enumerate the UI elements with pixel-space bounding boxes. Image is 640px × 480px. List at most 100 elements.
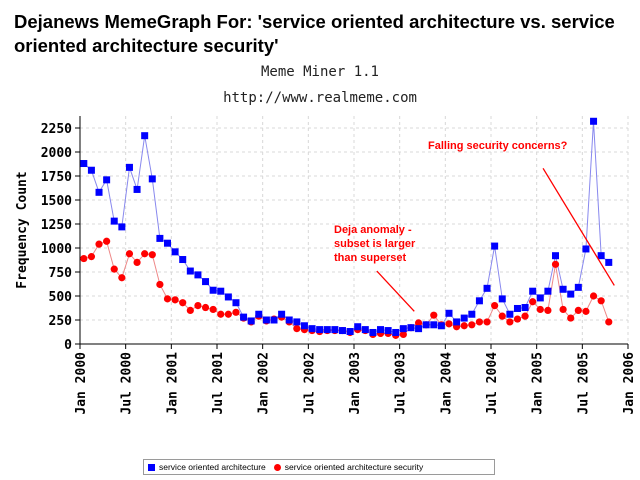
data-point-circle	[536, 305, 544, 314]
square-marker-icon	[148, 463, 155, 471]
data-point-circle	[589, 292, 598, 300]
annotation-text: Falling security concerns?	[428, 140, 568, 152]
data-point-square	[354, 323, 362, 331]
data-point-square	[141, 132, 149, 140]
data-point-square	[80, 160, 88, 168]
circle-marker-icon	[273, 463, 281, 471]
data-point-circle	[293, 325, 301, 333]
data-point-square	[384, 327, 392, 335]
data-point-circle	[567, 314, 575, 322]
y-tick-label: 750	[49, 266, 73, 281]
data-point-square	[590, 117, 598, 125]
annotation-text: Deja anomaly -	[334, 224, 412, 236]
x-tick-label: Jul 2002	[302, 352, 317, 415]
data-point-square	[331, 326, 339, 334]
data-point-square	[437, 322, 445, 330]
data-point-circle	[141, 250, 149, 258]
page-title: Dejanews MemeGraph For: 'service oriente…	[14, 11, 615, 56]
legend-item-series2: service oriented architecture security	[273, 462, 423, 472]
data-point-square	[240, 313, 248, 321]
data-point-square	[513, 304, 521, 312]
data-point-square	[399, 325, 407, 333]
data-point-square	[171, 248, 179, 256]
data-point-circle	[491, 302, 499, 310]
data-point-square	[278, 310, 286, 318]
data-point-circle	[430, 311, 438, 319]
data-point-circle	[194, 302, 202, 310]
data-point-square	[293, 318, 301, 326]
data-point-square	[574, 283, 582, 291]
annotation-arrow-2	[376, 270, 415, 312]
x-tick-label: Jul 2001	[211, 352, 226, 415]
data-point-circle	[544, 306, 552, 314]
data-point-square	[156, 234, 164, 242]
data-point-circle	[87, 253, 96, 261]
data-point-square	[148, 175, 156, 183]
data-point-square	[392, 328, 400, 336]
data-point-circle	[551, 260, 560, 268]
data-point-circle	[506, 318, 514, 326]
data-point-square	[422, 321, 430, 329]
data-point-square	[491, 242, 499, 250]
data-point-circle	[483, 318, 491, 326]
x-tick-label: Jan 2004	[439, 352, 454, 415]
y-tick-label: 500	[49, 290, 73, 305]
chart-subtitle: Meme Miner 1.1	[260, 64, 379, 80]
data-point-square	[308, 325, 316, 333]
data-point-square	[338, 327, 346, 335]
data-point-circle	[201, 303, 210, 312]
annotation-arrow-1	[542, 167, 615, 286]
data-point-square	[87, 166, 95, 174]
data-point-square	[468, 310, 476, 318]
series-points	[80, 117, 613, 339]
data-point-circle	[605, 318, 613, 326]
x-tick-label: Jan 2005	[531, 352, 546, 415]
data-point-square	[582, 245, 590, 253]
data-point-square	[247, 317, 255, 325]
data-point-square	[255, 310, 263, 318]
y-tick-label: 250	[49, 314, 73, 329]
data-point-square	[453, 318, 461, 326]
data-point-square	[103, 176, 111, 184]
y-tick-label: 2000	[41, 146, 72, 161]
data-point-square	[300, 322, 308, 330]
data-point-square	[270, 316, 278, 324]
data-point-square	[361, 326, 369, 334]
x-tick-label: Jan 2000	[74, 352, 89, 415]
y-tick-label: 2250	[41, 122, 72, 137]
data-point-circle	[460, 322, 468, 330]
data-point-circle	[148, 251, 156, 259]
data-point-circle	[110, 265, 118, 273]
data-point-circle	[529, 298, 537, 306]
data-point-circle	[414, 319, 423, 327]
data-point-square	[445, 309, 453, 317]
data-point-square	[536, 294, 544, 302]
x-tick-label: Jul 2000	[120, 352, 135, 415]
data-point-circle	[95, 240, 103, 248]
data-point-circle	[597, 297, 605, 305]
x-tick-label: Jan 2003	[348, 352, 363, 415]
data-point-square	[521, 304, 529, 312]
series-lines	[83, 121, 610, 336]
legend-label-series1: service oriented architecture	[159, 462, 266, 472]
data-point-square	[217, 287, 225, 295]
data-point-circle	[186, 306, 194, 314]
annotation-text: than superset	[334, 252, 406, 264]
data-point-square	[323, 326, 331, 334]
data-point-square	[407, 324, 415, 332]
data-point-square	[430, 321, 438, 329]
data-point-square	[316, 326, 324, 334]
data-point-square	[262, 316, 270, 324]
data-point-square	[202, 278, 210, 286]
data-point-circle	[232, 308, 240, 316]
data-point-square	[506, 310, 514, 318]
data-point-square	[209, 286, 217, 294]
y-axis-label: Frequency Count	[15, 171, 30, 288]
annotation-text: subset is larger	[334, 238, 416, 250]
data-point-circle	[574, 306, 582, 314]
x-tick-label: Jan 2002	[257, 352, 272, 415]
data-point-square	[133, 185, 141, 193]
data-point-square	[498, 295, 506, 303]
x-tick-label: Jul 2003	[394, 352, 409, 415]
